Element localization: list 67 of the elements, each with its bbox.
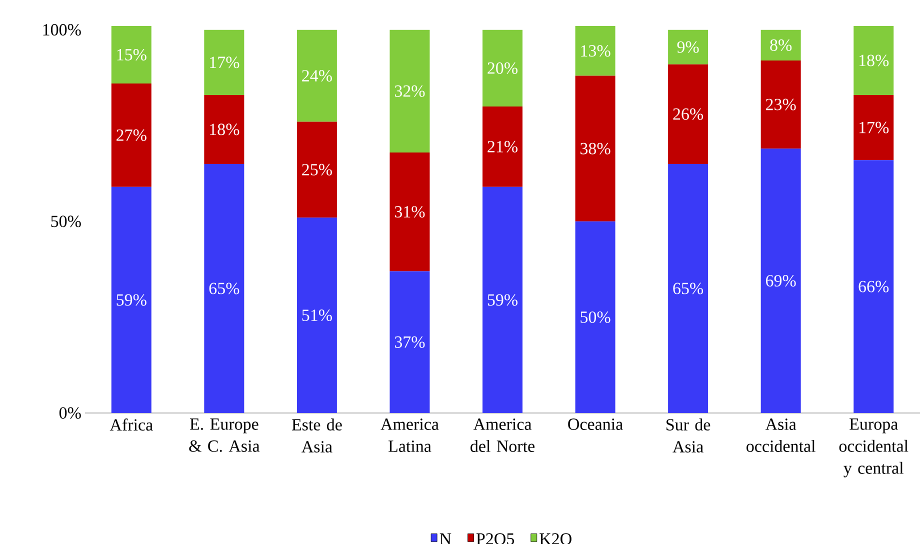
data-label: 8%	[770, 39, 792, 51]
x-tick-label: Sur de Asia	[666, 418, 710, 452]
data-label: 51%	[302, 310, 332, 322]
x-tick-label: Este de Asia	[292, 418, 342, 452]
y-tick-label: 0%	[59, 407, 81, 419]
y-tick-label: 50%	[51, 216, 81, 228]
bar	[575, 221, 616, 413]
data-label: 27%	[116, 129, 146, 141]
data-label: 66%	[858, 280, 889, 292]
x-tick-label: E. Europe & C. Asia	[189, 418, 260, 452]
data-label: 65%	[209, 282, 240, 294]
data-label: 65%	[673, 282, 704, 294]
data-label: 15%	[117, 48, 146, 60]
data-label: 18%	[210, 124, 240, 136]
bar	[482, 186, 522, 413]
data-label: 21%	[488, 140, 518, 152]
data-label: 69%	[766, 275, 796, 287]
x-tick-label: America Latina	[380, 418, 439, 452]
y-tick-label: 100%	[43, 24, 81, 36]
data-label: 25%	[302, 164, 332, 176]
data-label: 24%	[302, 70, 332, 82]
bar	[111, 26, 152, 84]
data-label: 50%	[580, 311, 610, 323]
bar	[575, 76, 616, 222]
x-tick-label: Europa occidental y central	[839, 418, 908, 478]
bar	[668, 164, 708, 413]
bar	[390, 30, 430, 152]
bar	[390, 152, 430, 272]
data-label: 38%	[580, 142, 610, 154]
data-label: 20%	[488, 62, 518, 74]
x-tick-label: America del Norte	[470, 418, 534, 452]
legend-label: N	[440, 533, 452, 544]
x-tick-label: Asia occidental	[746, 418, 816, 452]
bar	[482, 106, 522, 187]
bar	[854, 94, 894, 160]
bar	[204, 94, 244, 164]
data-label: 13%	[581, 45, 610, 57]
bar	[296, 122, 337, 218]
x-tick-label: Oceania	[568, 418, 623, 430]
data-label: 23%	[766, 98, 796, 110]
bar	[482, 30, 522, 106]
bar	[111, 83, 152, 187]
bar	[390, 271, 430, 413]
bar	[760, 148, 801, 413]
data-label: 59%	[488, 294, 518, 306]
bar	[668, 64, 708, 164]
data-label: 31%	[394, 206, 425, 218]
data-label: 59%	[116, 294, 146, 306]
bar	[854, 26, 894, 95]
bar	[760, 30, 801, 60]
bar	[575, 26, 616, 76]
data-label: 17%	[210, 56, 240, 68]
data-label: 32%	[394, 85, 425, 97]
data-label: 37%	[394, 336, 425, 348]
bar	[296, 218, 337, 413]
x-tick-label: Africa	[110, 418, 153, 431]
data-label: 18%	[860, 54, 889, 66]
data-label: 17%	[860, 122, 889, 134]
data-label: 9%	[677, 41, 699, 53]
bar	[668, 30, 708, 64]
bar	[760, 60, 801, 149]
bar	[204, 164, 244, 413]
bar	[854, 160, 894, 413]
bar	[111, 186, 152, 413]
bar	[204, 30, 244, 95]
data-label: 26%	[673, 108, 704, 120]
bar	[296, 30, 337, 122]
